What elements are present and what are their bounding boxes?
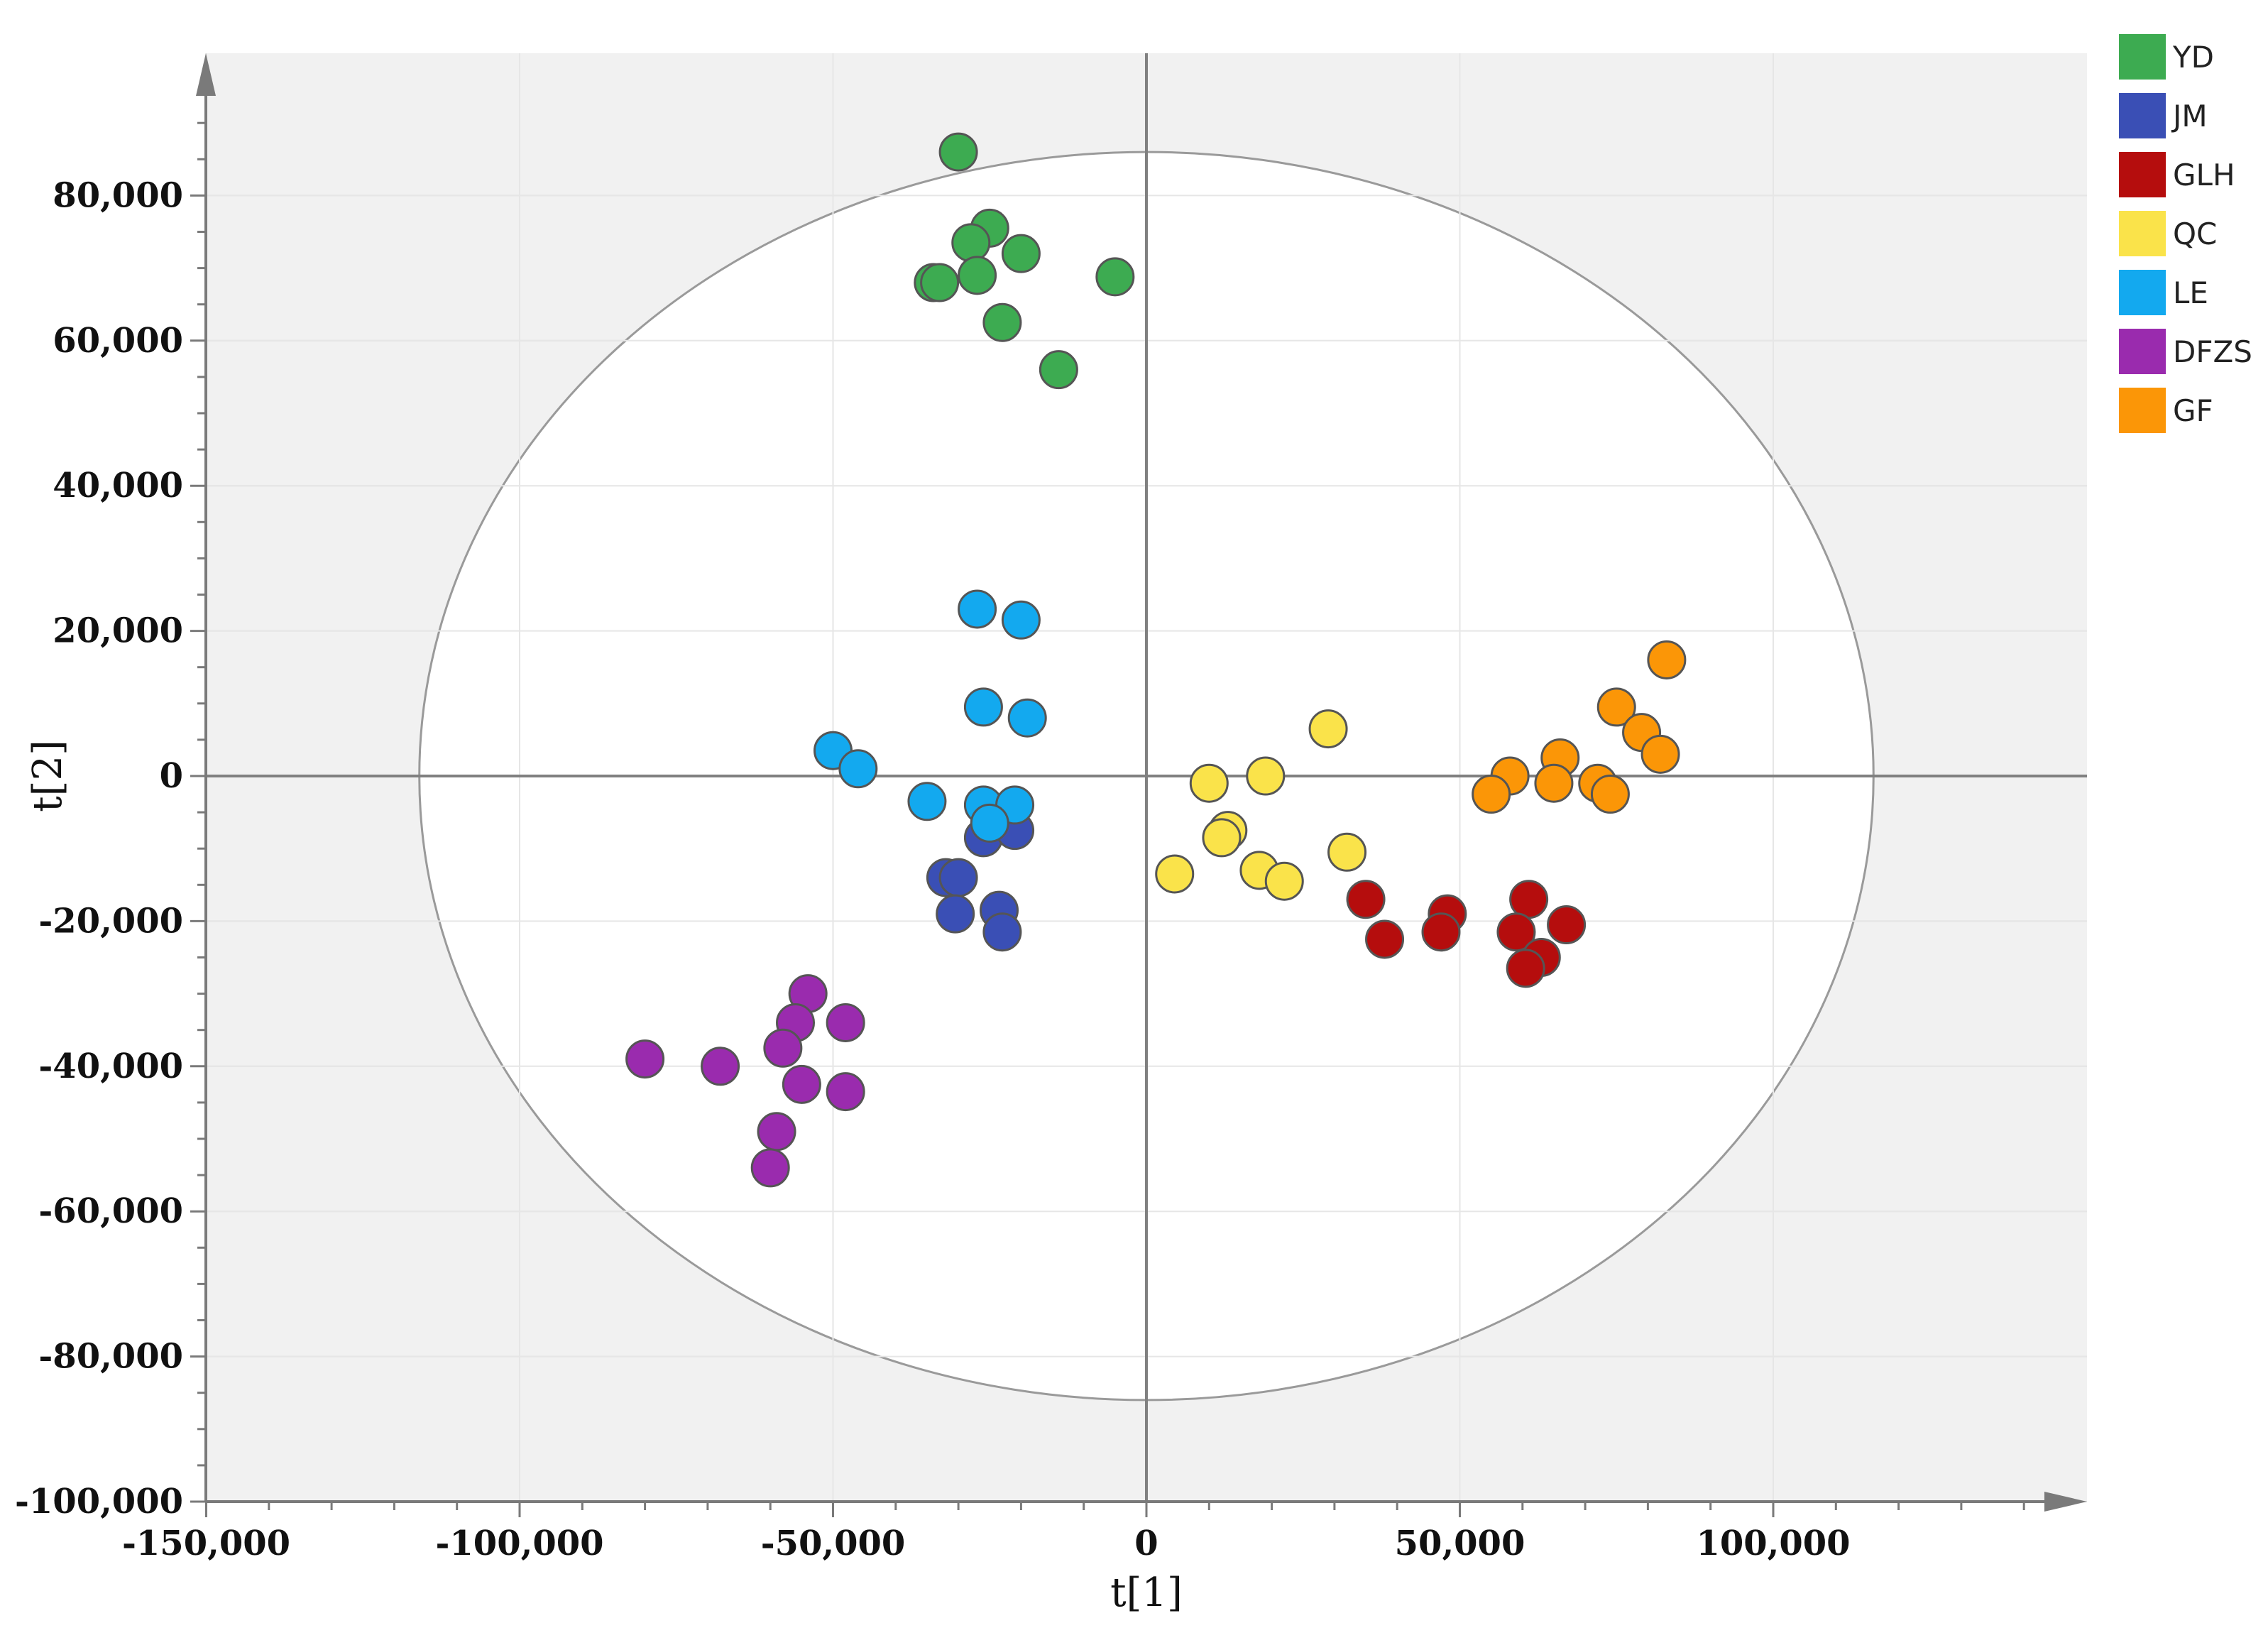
point-le [970, 803, 1009, 843]
point-gf [1472, 775, 1511, 814]
point-yd [1001, 234, 1041, 273]
point-dfzs [763, 1028, 803, 1068]
point-qc [1246, 756, 1286, 796]
legend: YD JM GLH QC LE DFZS GF [2119, 34, 2252, 433]
y-tick-label: 0 [160, 756, 183, 796]
series-dfzs [625, 974, 865, 1188]
x-tick-label: -100,000 [435, 1524, 603, 1563]
y-tick-label: 20,000 [53, 611, 183, 651]
point-glh [1365, 919, 1405, 959]
point-gf [1534, 763, 1574, 803]
x-tick-label: 50,000 [1395, 1524, 1525, 1563]
point-glh [1506, 949, 1545, 988]
point-le [963, 687, 1003, 727]
point-dfzs [625, 1039, 665, 1079]
y-tick-label: -60,000 [38, 1191, 183, 1231]
x-tick-label: 0 [1134, 1524, 1158, 1563]
x-tick-label: -150,000 [122, 1524, 290, 1563]
legend-swatch-qc [2119, 211, 2166, 256]
legend-swatch-dfzs [2119, 329, 2166, 374]
point-qc [1202, 818, 1242, 858]
point-yd [1095, 257, 1135, 297]
legend-label-dfzs: DFZS [2173, 334, 2252, 369]
y-tick-label: 80,000 [53, 175, 183, 215]
point-qc [1308, 709, 1348, 749]
point-jm [936, 894, 975, 934]
axes [196, 53, 2087, 1512]
point-le [907, 782, 947, 821]
point-le [1001, 600, 1041, 640]
y-tick-label: -40,000 [38, 1047, 183, 1086]
point-dfzs [826, 1072, 865, 1112]
x-tick-label: -50,000 [761, 1524, 906, 1563]
point-yd [951, 223, 991, 263]
point-dfzs [701, 1047, 740, 1086]
y-tick-label: 40,000 [53, 466, 183, 506]
point-gf [1647, 640, 1687, 679]
point-qc [1264, 861, 1304, 901]
y-axis-ticks: 80,000 60,000 40,000 20,000 0 -20,000 -40,000 -… [15, 121, 206, 1522]
point-glh [1496, 912, 1536, 952]
point-dfzs [750, 1148, 790, 1188]
legend-swatch-le [2119, 270, 2166, 315]
x-axis-arrow [2044, 1492, 2087, 1512]
data-points [625, 132, 1687, 1188]
y-axis-title: t[2] [25, 740, 71, 812]
legend-swatch-gf [2119, 388, 2166, 433]
x-tick-label: 100,000 [1696, 1524, 1850, 1563]
legend-label-yd: YD [2172, 40, 2214, 75]
series-gf [1472, 640, 1687, 814]
series-glh [1346, 880, 1587, 988]
legend-swatch-yd [2119, 34, 2166, 80]
legend-label-le: LE [2173, 275, 2208, 310]
y-tick-label: -100,000 [15, 1482, 183, 1522]
point-qc [1189, 763, 1229, 803]
legend-label-jm: JM [2171, 99, 2208, 133]
y-tick-label: -20,000 [38, 901, 183, 941]
legend-label-glh: GLH [2173, 158, 2235, 192]
y-axis-arrow [196, 53, 216, 96]
point-le [838, 749, 878, 789]
series-le [813, 589, 1047, 843]
point-dfzs [782, 1064, 821, 1104]
point-le [958, 589, 997, 629]
x-axis-ticks: -150,000 -100,000 -50,000 0 50,000 100,000 [122, 1502, 2025, 1563]
point-yd [982, 302, 1022, 342]
point-yd [1039, 350, 1078, 390]
y-tick-label: 60,000 [53, 321, 183, 361]
point-glh [1346, 880, 1386, 919]
legend-label-qc: QC [2173, 217, 2217, 251]
y-tick-label: -80,000 [38, 1337, 183, 1377]
point-glh [1547, 905, 1587, 945]
point-gf [1590, 775, 1630, 814]
x-axis-title: t[1] [1110, 1570, 1183, 1616]
point-yd [958, 256, 997, 295]
point-jm [982, 912, 1022, 952]
point-gf [1640, 734, 1680, 774]
point-dfzs [826, 1003, 865, 1042]
point-dfzs [757, 1112, 796, 1152]
point-yd [938, 132, 978, 172]
point-glh [1509, 880, 1549, 919]
legend-swatch-jm [2119, 93, 2166, 138]
series-qc [1155, 709, 1367, 901]
point-le [1007, 698, 1047, 738]
legend-label-gf: GF [2173, 393, 2213, 428]
point-qc [1327, 832, 1367, 872]
point-jm [938, 858, 978, 897]
point-qc [1155, 854, 1195, 894]
point-gf [1596, 687, 1636, 727]
series-yd [914, 132, 1135, 390]
point-yd [920, 263, 960, 302]
point-glh [1421, 912, 1461, 952]
legend-swatch-glh [2119, 152, 2166, 197]
